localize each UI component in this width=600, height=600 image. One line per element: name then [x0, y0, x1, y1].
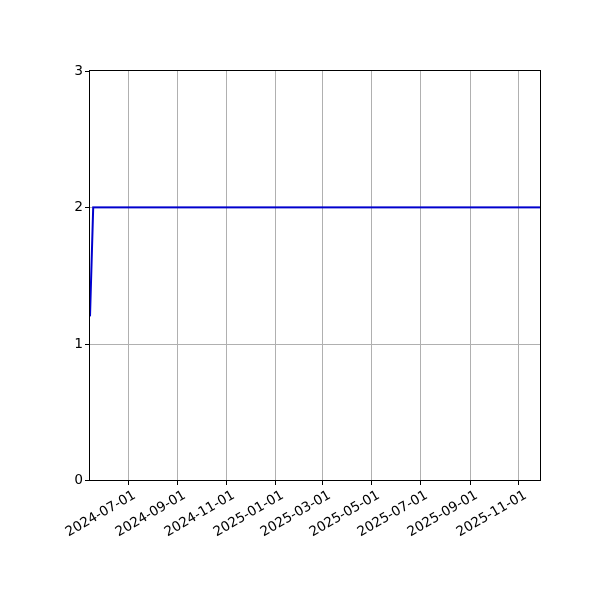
x-tick-mark — [274, 481, 276, 485]
x-tick-mark — [371, 481, 373, 485]
x-tick-mark — [419, 481, 421, 485]
x-gridline — [322, 71, 324, 480]
y-tick-label: 0 — [74, 472, 83, 488]
y-tick-mark — [85, 343, 89, 345]
y-tick-mark — [85, 480, 89, 481]
x-tick-mark — [322, 481, 324, 485]
y-tick-label: 3 — [74, 63, 83, 79]
x-gridline — [226, 71, 228, 480]
y-tick-label: 1 — [74, 335, 83, 352]
y-gridline — [90, 343, 540, 345]
x-tick-mark — [518, 481, 520, 485]
x-tick-mark — [469, 481, 471, 485]
x-tick-mark — [226, 481, 228, 485]
line-series — [90, 206, 540, 317]
x-gridline — [419, 71, 421, 480]
x-gridline — [127, 71, 129, 480]
x-tick-mark — [177, 481, 179, 485]
x-gridline — [518, 71, 520, 480]
x-gridline — [274, 71, 276, 480]
x-gridline — [177, 71, 179, 480]
y-tick-label: 2 — [74, 199, 83, 216]
x-gridline — [371, 71, 373, 480]
plot-area — [90, 71, 540, 480]
x-tick-mark — [127, 481, 129, 485]
x-gridline — [469, 71, 471, 480]
y-tick-mark — [85, 71, 89, 72]
y-tick-mark — [85, 207, 89, 209]
series-line-series-1 — [90, 206, 540, 317]
